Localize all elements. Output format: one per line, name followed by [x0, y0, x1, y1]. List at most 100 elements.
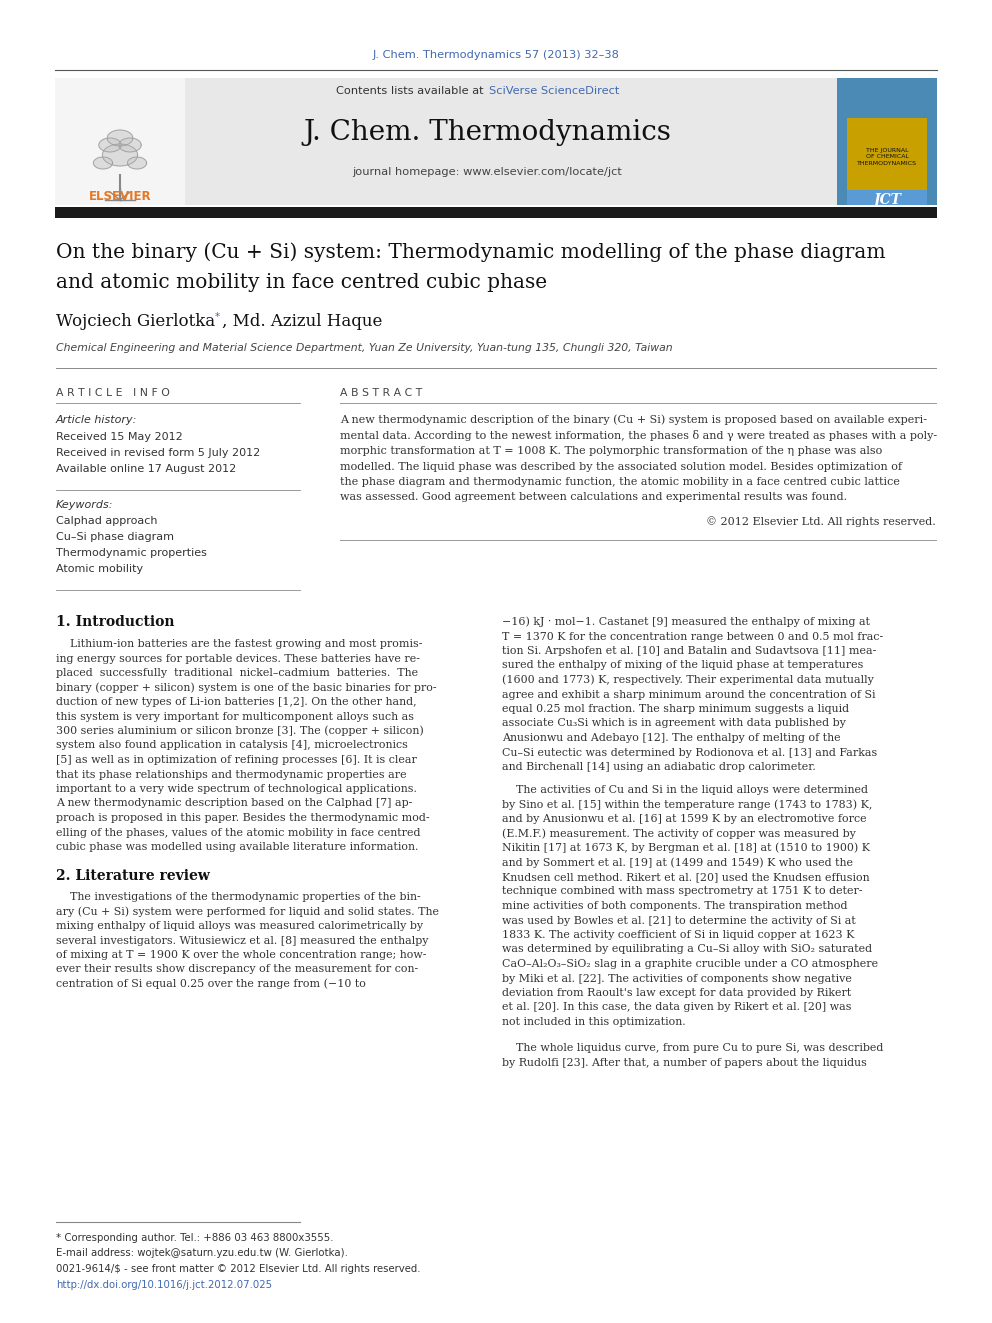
Text: and atomic mobility in face centred cubic phase: and atomic mobility in face centred cubi…: [56, 273, 548, 291]
Text: and Birchenall [14] using an adiabatic drop calorimeter.: and Birchenall [14] using an adiabatic d…: [502, 762, 815, 773]
Text: was assessed. Good agreement between calculations and experimental results was f: was assessed. Good agreement between cal…: [340, 492, 847, 503]
Text: Wojciech Gierlotka: Wojciech Gierlotka: [56, 314, 220, 331]
Text: proach is proposed in this paper. Besides the thermodynamic mod-: proach is proposed in this paper. Beside…: [56, 814, 430, 823]
Text: associate Cu₃Si which is in agreement with data published by: associate Cu₃Si which is in agreement wi…: [502, 718, 846, 729]
Text: mine activities of both components. The transpiration method: mine activities of both components. The …: [502, 901, 847, 912]
Text: Anusionwu and Adebayo [12]. The enthalpy of melting of the: Anusionwu and Adebayo [12]. The enthalpy…: [502, 733, 840, 744]
Text: 300 series aluminium or silicon bronze [3]. The (copper + silicon): 300 series aluminium or silicon bronze […: [56, 726, 424, 737]
Text: The whole liquidus curve, from pure Cu to pure Si, was described: The whole liquidus curve, from pure Cu t…: [502, 1043, 883, 1053]
Text: duction of new types of Li-ion batteries [1,2]. On the other hand,: duction of new types of Li-ion batteries…: [56, 697, 417, 706]
Text: modelled. The liquid phase was described by the associated solution model. Besid: modelled. The liquid phase was described…: [340, 462, 902, 471]
Text: © 2012 Elsevier Ltd. All rights reserved.: © 2012 Elsevier Ltd. All rights reserved…: [706, 516, 936, 528]
Text: J. Chem. Thermodynamics 57 (2013) 32–38: J. Chem. Thermodynamics 57 (2013) 32–38: [373, 50, 619, 60]
Text: ELSEVIER: ELSEVIER: [88, 189, 152, 202]
Bar: [55, 206, 937, 218]
Text: system also found application in catalysis [4], microelectronics: system also found application in catalys…: [56, 741, 408, 750]
Text: and by Sommert et al. [19] at (1499 and 1549) K who used the: and by Sommert et al. [19] at (1499 and …: [502, 857, 853, 868]
Text: JCT: JCT: [873, 193, 901, 206]
Text: Available online 17 August 2012: Available online 17 August 2012: [56, 464, 236, 474]
Polygon shape: [99, 138, 121, 152]
Text: ing energy sources for portable devices. These batteries have re-: ing energy sources for portable devices.…: [56, 654, 420, 664]
Text: A new thermodynamic description of the binary (Cu + Si) system is proposed based: A new thermodynamic description of the b…: [340, 414, 927, 425]
Text: Atomic mobility: Atomic mobility: [56, 564, 143, 574]
Text: 1833 K. The activity coefficient of Si in liquid copper at 1623 K: 1833 K. The activity coefficient of Si i…: [502, 930, 854, 941]
Text: important to a very wide spectrum of technological applications.: important to a very wide spectrum of tec…: [56, 785, 417, 794]
Text: 0021-9614/$ - see front matter © 2012 Elsevier Ltd. All rights reserved.: 0021-9614/$ - see front matter © 2012 El…: [56, 1263, 421, 1274]
Text: ary (Cu + Si) system were performed for liquid and solid states. The: ary (Cu + Si) system were performed for …: [56, 906, 439, 917]
Text: mixing enthalpy of liquid alloys was measured calorimetrically by: mixing enthalpy of liquid alloys was mea…: [56, 921, 424, 931]
Text: not included in this optimization.: not included in this optimization.: [502, 1017, 685, 1027]
Text: On the binary (Cu + Si) system: Thermodynamic modelling of the phase diagram: On the binary (Cu + Si) system: Thermody…: [56, 242, 886, 262]
Text: SciVerse ScienceDirect: SciVerse ScienceDirect: [489, 86, 619, 97]
Bar: [837, 78, 937, 205]
Text: T = 1370 K for the concentration range between 0 and 0.5 mol frac-: T = 1370 K for the concentration range b…: [502, 631, 883, 642]
Text: journal homepage: www.elsevier.com/locate/jct: journal homepage: www.elsevier.com/locat…: [352, 167, 622, 177]
Text: by Miki et al. [22]. The activities of components show negative: by Miki et al. [22]. The activities of c…: [502, 974, 852, 983]
Polygon shape: [93, 157, 113, 169]
Text: by Sino et al. [15] within the temperature range (1743 to 1783) K,: by Sino et al. [15] within the temperatu…: [502, 799, 872, 810]
Text: (1600 and 1773) K, respectively. Their experimental data mutually: (1600 and 1773) K, respectively. Their e…: [502, 675, 874, 685]
Text: centration of Si equal 0.25 over the range from (−10 to: centration of Si equal 0.25 over the ran…: [56, 979, 366, 990]
Text: Cu–Si phase diagram: Cu–Si phase diagram: [56, 532, 174, 542]
Text: sured the enthalpy of mixing of the liquid phase at temperatures: sured the enthalpy of mixing of the liqu…: [502, 660, 863, 671]
Text: The activities of Cu and Si in the liquid alloys were determined: The activities of Cu and Si in the liqui…: [502, 785, 868, 795]
Text: elling of the phases, values of the atomic mobility in face centred: elling of the phases, values of the atom…: [56, 827, 421, 837]
Text: this system is very important for multicomponent alloys such as: this system is very important for multic…: [56, 712, 414, 721]
Bar: [847, 191, 927, 205]
Text: of mixing at T = 1900 K over the whole concentration range; how-: of mixing at T = 1900 K over the whole c…: [56, 950, 427, 960]
Text: was used by Bowles et al. [21] to determine the activity of Si at: was used by Bowles et al. [21] to determ…: [502, 916, 856, 926]
Text: CaO–Al₂O₃–SiO₂ slag in a graphite crucible under a CO atmosphere: CaO–Al₂O₃–SiO₂ slag in a graphite crucib…: [502, 959, 878, 968]
Text: J. Chem. Thermodynamics: J. Chem. Thermodynamics: [304, 119, 671, 147]
Text: morphic transformation at T = 1008 K. The polymorphic transformation of the η ph: morphic transformation at T = 1008 K. Th…: [340, 446, 882, 456]
Text: Thermodynamic properties: Thermodynamic properties: [56, 548, 207, 558]
Polygon shape: [119, 138, 141, 152]
Text: , Md. Azizul Haque: , Md. Azizul Haque: [222, 314, 382, 331]
Text: Contents lists available at: Contents lists available at: [335, 86, 487, 97]
Text: Knudsen cell method. Rikert et al. [20] used the Knudsen effusion: Knudsen cell method. Rikert et al. [20] …: [502, 872, 870, 882]
Text: A B S T R A C T: A B S T R A C T: [340, 388, 423, 398]
Text: [5] as well as in optimization of refining processes [6]. It is clear: [5] as well as in optimization of refini…: [56, 755, 417, 765]
Text: et al. [20]. In this case, the data given by Rikert et al. [20] was: et al. [20]. In this case, the data give…: [502, 1003, 851, 1012]
Text: mental data. According to the newest information, the phases δ and γ were treate: mental data. According to the newest inf…: [340, 430, 937, 441]
Text: Received in revised form 5 July 2012: Received in revised form 5 July 2012: [56, 448, 260, 458]
Text: 1. Introduction: 1. Introduction: [56, 615, 175, 628]
Text: Keywords:: Keywords:: [56, 500, 113, 509]
Text: deviation from Raoult's law except for data provided by Rikert: deviation from Raoult's law except for d…: [502, 988, 851, 998]
Text: E-mail address: wojtek@saturn.yzu.edu.tw (W. Gierlotka).: E-mail address: wojtek@saturn.yzu.edu.tw…: [56, 1248, 348, 1258]
Text: ever their results show discrepancy of the measurement for con-: ever their results show discrepancy of t…: [56, 964, 419, 975]
Text: Received 15 May 2012: Received 15 May 2012: [56, 433, 183, 442]
Text: Nikitin [17] at 1673 K, by Bergman et al. [18] at (1510 to 1900) K: Nikitin [17] at 1673 K, by Bergman et al…: [502, 843, 870, 853]
Text: A R T I C L E   I N F O: A R T I C L E I N F O: [56, 388, 170, 398]
Text: Calphad approach: Calphad approach: [56, 516, 158, 527]
Text: several investigators. Witusiewicz et al. [8] measured the enthalpy: several investigators. Witusiewicz et al…: [56, 935, 429, 946]
Text: the phase diagram and thermodynamic function, the atomic mobility in a face cent: the phase diagram and thermodynamic func…: [340, 478, 900, 487]
Text: http://dx.doi.org/10.1016/j.jct.2012.07.025: http://dx.doi.org/10.1016/j.jct.2012.07.…: [56, 1279, 272, 1290]
Text: placed  successfully  traditional  nickel–cadmium  batteries.  The: placed successfully traditional nickel–c…: [56, 668, 418, 677]
Text: agree and exhibit a sharp minimum around the concentration of Si: agree and exhibit a sharp minimum around…: [502, 689, 876, 700]
Text: Lithium-ion batteries are the fastest growing and most promis-: Lithium-ion batteries are the fastest gr…: [56, 639, 423, 650]
Bar: [847, 118, 927, 191]
Polygon shape: [102, 144, 138, 165]
Text: *: *: [215, 312, 220, 321]
Text: A new thermodynamic description based on the Calphad [7] ap-: A new thermodynamic description based on…: [56, 799, 413, 808]
Text: (E.M.F.) measurement. The activity of copper was measured by: (E.M.F.) measurement. The activity of co…: [502, 828, 856, 839]
Text: 2. Literature review: 2. Literature review: [56, 869, 210, 882]
Bar: [185, 78, 837, 205]
Bar: [55, 78, 185, 205]
Text: by Rudolfi [23]. After that, a number of papers about the liquidus: by Rudolfi [23]. After that, a number of…: [502, 1057, 867, 1068]
Text: Article history:: Article history:: [56, 415, 137, 425]
Text: cubic phase was modelled using available literature information.: cubic phase was modelled using available…: [56, 841, 419, 852]
Text: * Corresponding author. Tel.: +886 03 463 8800x3555.: * Corresponding author. Tel.: +886 03 46…: [56, 1233, 333, 1244]
Text: THE JOURNAL
OF CHEMICAL
THERMODYNAMICS: THE JOURNAL OF CHEMICAL THERMODYNAMICS: [857, 148, 917, 167]
Text: Chemical Engineering and Material Science Department, Yuan Ze University, Yuan-t: Chemical Engineering and Material Scienc…: [56, 343, 673, 353]
Text: and by Anusionwu et al. [16] at 1599 K by an electromotive force: and by Anusionwu et al. [16] at 1599 K b…: [502, 814, 867, 824]
Text: equal 0.25 mol fraction. The sharp minimum suggests a liquid: equal 0.25 mol fraction. The sharp minim…: [502, 704, 849, 714]
Polygon shape: [127, 157, 147, 169]
Text: tion Si. Arpshofen et al. [10] and Batalin and Sudavtsova [11] mea-: tion Si. Arpshofen et al. [10] and Batal…: [502, 646, 876, 656]
Text: −16) kJ · mol−1. Castanet [9] measured the enthalpy of mixing at: −16) kJ · mol−1. Castanet [9] measured t…: [502, 617, 870, 627]
Text: that its phase relationships and thermodynamic properties are: that its phase relationships and thermod…: [56, 770, 407, 779]
Text: The investigations of the thermodynamic properties of the bin-: The investigations of the thermodynamic …: [56, 892, 421, 902]
Text: Cu–Si eutectic was determined by Rodionova et al. [13] and Farkas: Cu–Si eutectic was determined by Rodiono…: [502, 747, 877, 758]
Text: technique combined with mass spectrometry at 1751 K to deter-: technique combined with mass spectrometr…: [502, 886, 863, 897]
Text: was determined by equilibrating a Cu–Si alloy with SiO₂ saturated: was determined by equilibrating a Cu–Si …: [502, 945, 872, 954]
